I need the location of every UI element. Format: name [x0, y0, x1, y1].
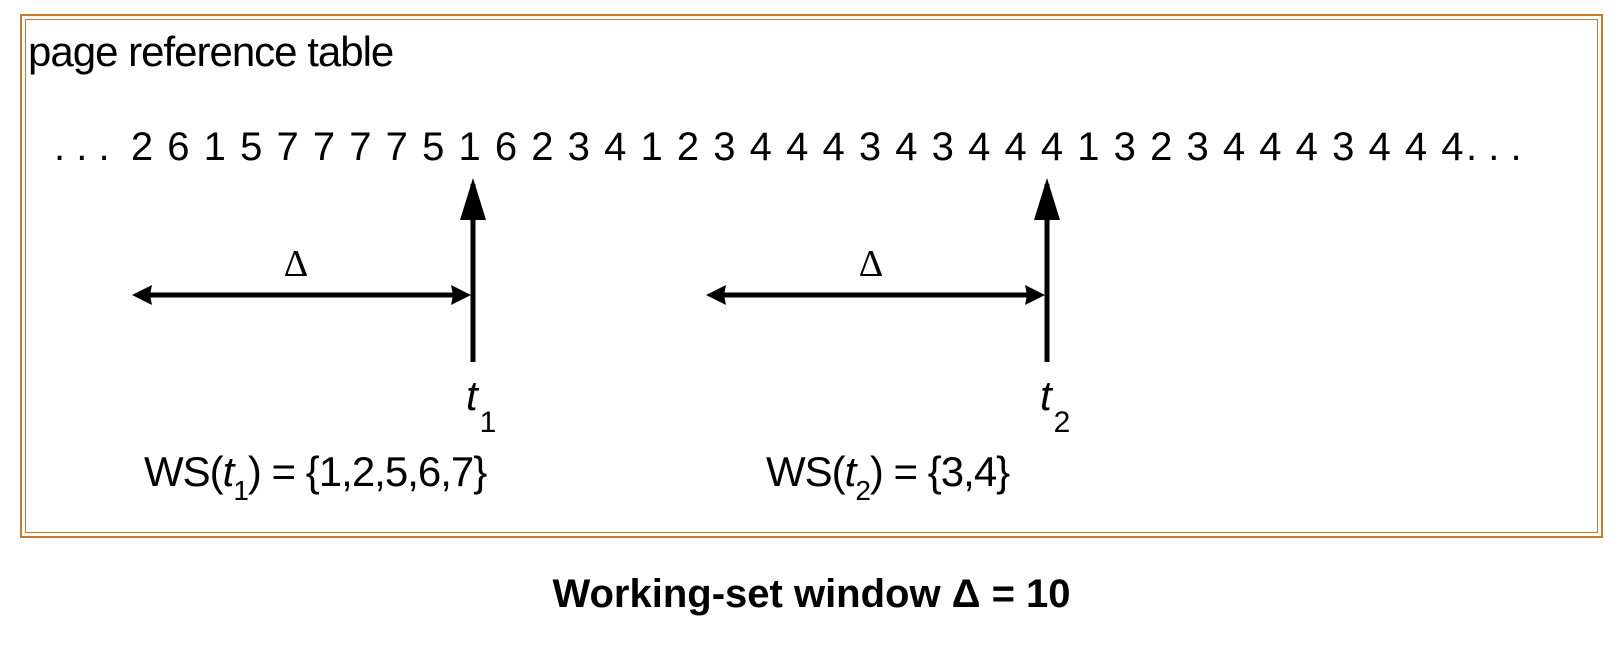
- delta-span-2-right-arrowhead: [1025, 285, 1045, 305]
- reference-digit: 4: [822, 125, 844, 169]
- reference-digit: 3: [859, 125, 881, 169]
- window-1: Δ t1 WS(t1) = {1,2,5,6,7}: [132, 178, 496, 506]
- reference-digit: 7: [386, 125, 408, 169]
- time-marker-1-arrowhead: [460, 178, 486, 220]
- reference-digit: 1: [458, 125, 480, 169]
- leading-ellipsis: . . .: [54, 125, 110, 169]
- reference-digit: 4: [786, 125, 808, 169]
- delta-span-1-left-arrowhead: [132, 285, 152, 305]
- reference-digit: 4: [1041, 125, 1063, 169]
- reference-digit: 4: [968, 125, 990, 169]
- ws-formula-1: WS(t1) = {1,2,5,6,7}: [144, 448, 487, 506]
- reference-digit: 1: [1077, 125, 1099, 169]
- reference-digit: 4: [1368, 125, 1390, 169]
- reference-digit: 3: [568, 125, 590, 169]
- reference-digit: 3: [1186, 125, 1208, 169]
- reference-digit: 4: [895, 125, 917, 169]
- reference-digit: 2: [531, 125, 553, 169]
- reference-digit: 7: [349, 125, 371, 169]
- reference-digit: 3: [1332, 125, 1354, 169]
- reference-digit: 2: [131, 125, 153, 169]
- reference-digit: 5: [240, 125, 262, 169]
- trailing-ellipsis: . . .: [1466, 125, 1522, 169]
- reference-digit: 3: [713, 125, 735, 169]
- time-label-2: t2: [1040, 372, 1070, 439]
- reference-digit: 5: [422, 125, 444, 169]
- inner-border: [25, 19, 1598, 533]
- reference-digit: 7: [276, 125, 298, 169]
- delta-span-1-right-arrowhead: [451, 285, 471, 305]
- reference-digit: 6: [495, 125, 517, 169]
- reference-digit: 2: [1150, 125, 1172, 169]
- reference-digit: 6: [167, 125, 189, 169]
- reference-digit: 4: [1223, 125, 1245, 169]
- delta-span-2-left-arrowhead: [706, 285, 726, 305]
- reference-digit: 1: [204, 125, 226, 169]
- reference-digit: 4: [1004, 125, 1026, 169]
- delta-label-1: Δ: [284, 243, 308, 285]
- reference-digit: 4: [1405, 125, 1427, 169]
- diagram-title: page reference table: [28, 28, 393, 75]
- window-2: Δ t2 WS(t2) = {3,4}: [706, 178, 1070, 506]
- reference-digit: 4: [1441, 125, 1463, 169]
- reference-digit: 1: [640, 125, 662, 169]
- delta-label-2: Δ: [859, 243, 883, 285]
- reference-digit: 3: [932, 125, 954, 169]
- reference-digit: 4: [1259, 125, 1281, 169]
- time-label-1: t1: [466, 372, 496, 439]
- reference-digit: 4: [1296, 125, 1318, 169]
- reference-digit: 2: [677, 125, 699, 169]
- reference-digit: 3: [1114, 125, 1136, 169]
- figure-caption: Working-set window Δ = 10: [552, 572, 1071, 616]
- reference-digit: 7: [313, 125, 335, 169]
- reference-digit: 4: [604, 125, 626, 169]
- outer-border: [20, 14, 1603, 538]
- time-marker-2-arrowhead: [1034, 178, 1060, 220]
- reference-digit: 4: [750, 125, 772, 169]
- ws-formula-2: WS(t2) = {3,4}: [766, 448, 1010, 506]
